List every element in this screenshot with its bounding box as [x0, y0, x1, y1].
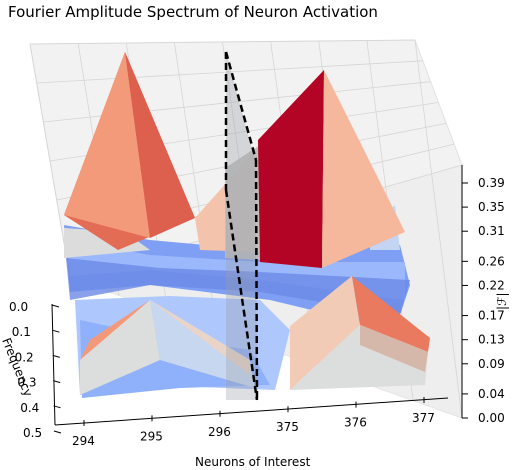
x-axis-line: [54, 397, 449, 426]
z-tick-label: 0.13: [478, 333, 505, 347]
surface: [64, 52, 430, 398]
peak-375-side: [322, 70, 405, 268]
small-peak-294-rim: [150, 300, 250, 375]
divider-dash-right: [254, 159, 259, 401]
small-peak-294-gray: [80, 300, 160, 395]
x-tick-label: 296: [208, 425, 231, 439]
divider-dash-top: [224, 51, 258, 161]
z-tick-label: 0.39: [478, 176, 505, 190]
y-ticks: 0.0 0.1 0.2 0.3 0.4 0.5: [9, 300, 62, 440]
peak-375-front: [258, 70, 324, 268]
x-tick-label: 375: [276, 420, 299, 434]
divider-dash-diag: [224, 189, 259, 401]
divider-plane: [226, 52, 258, 400]
z-axis-label: |ℱ|: [495, 292, 509, 310]
y-tick-label: 0.0: [9, 300, 28, 314]
small-peak-375-rim: [360, 325, 428, 372]
x-tick-label: 377: [412, 411, 435, 425]
x-tick-label: 376: [344, 416, 367, 430]
small-peak-375-right: [352, 276, 430, 352]
y-tick-mark: [52, 354, 60, 358]
x-tick-label: 295: [140, 429, 163, 443]
peak-294-shade: [125, 52, 195, 238]
z-tick-label: 0.04: [478, 387, 505, 401]
x-tick-label: 294: [72, 434, 95, 448]
divider-lines: [224, 51, 259, 401]
z-tick-label: 0.00: [478, 411, 505, 425]
grid-line: [29, 39, 416, 45]
y-tick-mark: [51, 304, 60, 308]
divider-shadow: [225, 145, 260, 260]
y-tick-label: 0.1: [12, 325, 31, 339]
y-tick-mark: [53, 405, 61, 409]
y-tick-label: 0.2: [15, 350, 34, 364]
z-tick-label: 0.31: [478, 224, 505, 238]
y-tick-mark: [52, 329, 60, 333]
y-tick-label: 0.5: [23, 426, 42, 440]
grid-line: [414, 39, 463, 419]
z-tick-label: 0.26: [478, 254, 505, 268]
y-axis-line: [51, 303, 56, 426]
x-axis-label: Neurons of Interest: [195, 455, 311, 469]
z-ticks: 0.00 0.04 0.09 0.13 0.17 0.22 0.26 0.31 0.35 0.39: [462, 176, 505, 425]
z-tick-label: 0.22: [478, 278, 505, 292]
grid-line: [36, 60, 423, 84]
small-peak-375-left: [290, 276, 360, 390]
y-tick-label: 0.3: [17, 376, 36, 390]
z-tick-label: 0.17: [478, 309, 505, 323]
y-tick-mark: [53, 380, 61, 384]
z-tick-label: 0.09: [478, 357, 505, 371]
peak-294-left: [64, 52, 150, 238]
z-tick-label: 0.35: [478, 200, 505, 214]
x-ticks: 294 295 296 375 376 377: [72, 397, 435, 448]
y-tick-mark: [53, 430, 62, 434]
small-peak-294-right: [150, 300, 255, 388]
y-tick-label: 0.4: [20, 401, 39, 415]
chart-title: Fourier Amplitude Spectrum of Neuron Act…: [8, 3, 378, 21]
